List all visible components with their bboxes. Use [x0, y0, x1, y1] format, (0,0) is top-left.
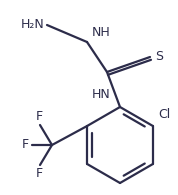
- Text: NH: NH: [92, 26, 111, 39]
- Text: HN: HN: [92, 88, 111, 101]
- Text: S: S: [155, 51, 163, 64]
- Text: F: F: [22, 138, 29, 152]
- Text: H₂N: H₂N: [21, 19, 45, 32]
- Text: F: F: [35, 167, 43, 180]
- Text: Cl: Cl: [158, 107, 170, 121]
- Text: F: F: [35, 110, 43, 123]
